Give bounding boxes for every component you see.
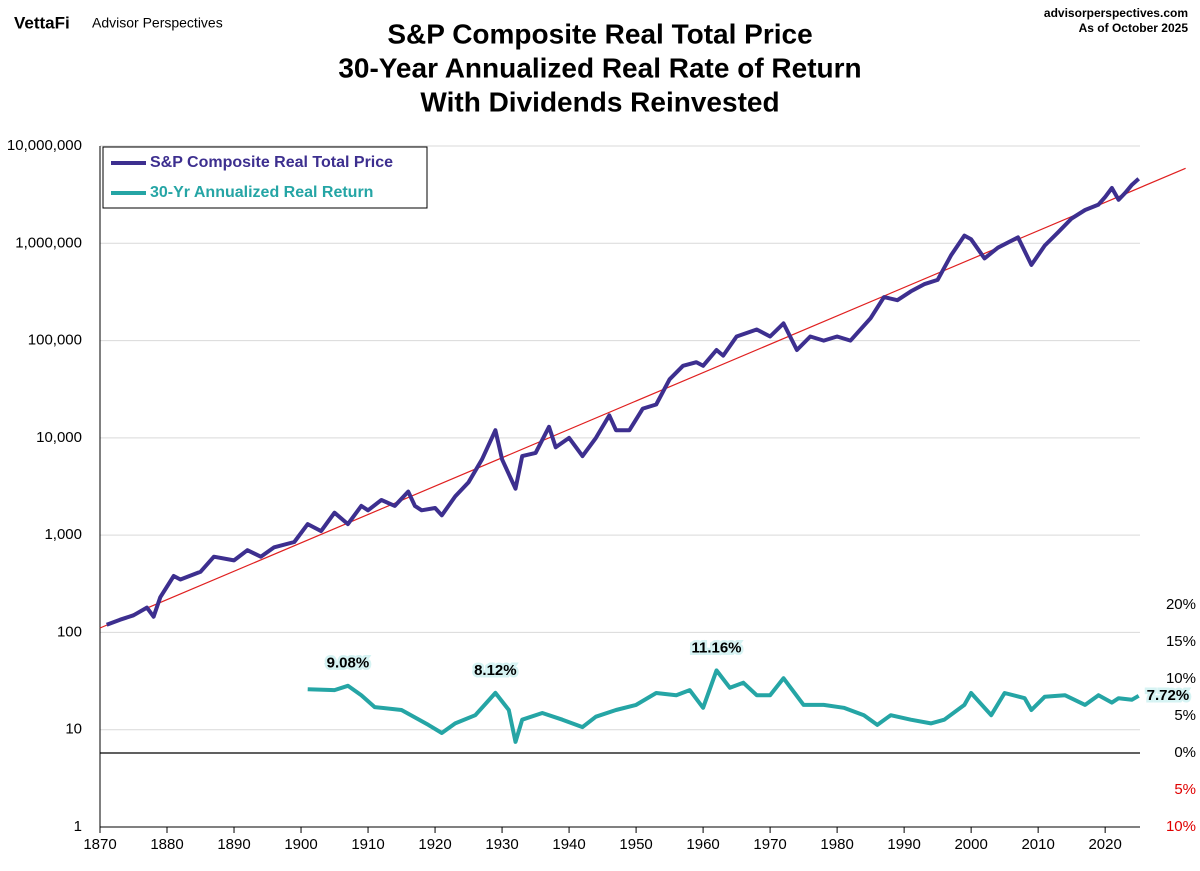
x-tick-label: 1890 xyxy=(217,836,250,853)
y2-tick-label: 5% xyxy=(1174,781,1196,798)
x-tick-label: 1910 xyxy=(351,836,384,853)
y-tick-label: 100 xyxy=(57,623,82,640)
y-tick-label: 10 xyxy=(65,721,82,738)
x-tick-label: 1980 xyxy=(820,836,853,853)
y2-tick-label: 5% xyxy=(1174,707,1196,724)
y-tick-label: 1,000,000 xyxy=(15,234,82,251)
annotation: 7.72% xyxy=(1147,687,1190,704)
y-tick-label: 10,000,000 xyxy=(7,137,82,154)
y-tick-label: 1 xyxy=(74,818,82,835)
trend-line xyxy=(99,167,1186,629)
legend-label: S&P Composite Real Total Price xyxy=(150,154,393,171)
x-tick-label: 1900 xyxy=(284,836,317,853)
x-tick-label: 1990 xyxy=(887,836,920,853)
legend-label: 30-Yr Annualized Real Return xyxy=(150,184,373,201)
chart-title: With Dividends Reinvested xyxy=(420,86,779,117)
annotation: 8.12% xyxy=(474,662,517,679)
y2-tick-label: 15% xyxy=(1166,633,1196,650)
y2-tick-label: 0% xyxy=(1174,744,1196,761)
y2-tick-label: 10% xyxy=(1166,670,1196,687)
series-line xyxy=(307,668,1140,744)
annotation: 11.16% xyxy=(691,639,741,656)
x-tick-label: 1960 xyxy=(686,836,719,853)
url: advisorperspectives.com xyxy=(1044,6,1188,20)
x-tick-label: 1940 xyxy=(552,836,585,853)
x-tick-label: 2000 xyxy=(954,836,987,853)
y-tick-label: 100,000 xyxy=(28,332,82,349)
chart-title: 30-Year Annualized Real Rate of Return xyxy=(338,52,861,83)
date: As of October 2025 xyxy=(1079,21,1189,35)
x-tick-label: 2020 xyxy=(1088,836,1121,853)
brand: VettaFi xyxy=(14,13,70,32)
y2-tick-label: 10% xyxy=(1166,818,1196,835)
x-tick-label: 1950 xyxy=(619,836,652,853)
y-tick-label: 10,000 xyxy=(36,429,82,446)
x-tick-label: 1870 xyxy=(83,836,116,853)
x-tick-label: 1930 xyxy=(485,836,518,853)
chart-title: S&P Composite Real Total Price xyxy=(387,18,812,49)
y-tick-label: 1,000 xyxy=(44,526,82,543)
site-name: Advisor Perspectives xyxy=(92,15,223,31)
legend-box xyxy=(102,146,428,209)
x-tick-label: 2010 xyxy=(1021,836,1054,853)
annotation: 9.08% xyxy=(327,655,370,672)
y2-tick-label: 20% xyxy=(1166,596,1196,613)
series-line xyxy=(106,177,1141,627)
x-tick-label: 1920 xyxy=(418,836,451,853)
x-tick-label: 1880 xyxy=(150,836,183,853)
x-tick-label: 1970 xyxy=(753,836,786,853)
